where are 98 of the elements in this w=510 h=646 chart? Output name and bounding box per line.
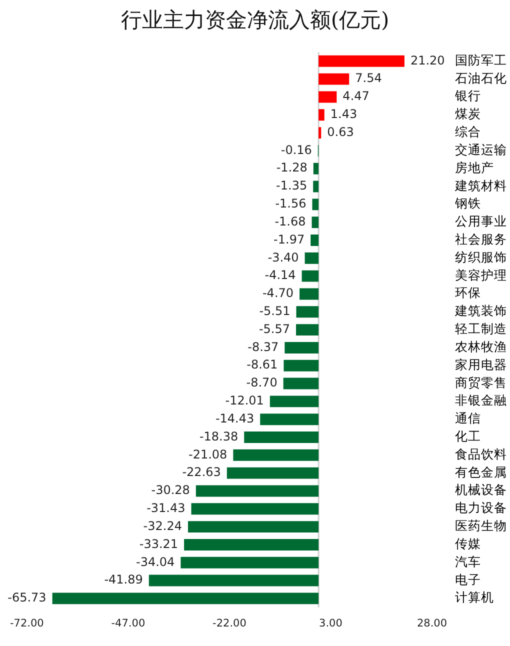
data-label: -30.28 [151,483,190,498]
bar [318,91,337,103]
data-label: -1.97 [274,232,305,246]
data-label: -8.61 [246,358,278,372]
bar [296,306,319,318]
x-tick-label: 3.00 [319,617,342,630]
bar [318,73,350,85]
y-tick-label: 交通运输 [455,142,507,157]
data-label: -5.57 [258,322,290,336]
data-label: 21.20 [410,53,445,68]
bar [318,109,324,121]
y-tick-label: 商贸零售 [455,374,507,390]
y-tick-label: 公用事业 [455,214,507,229]
data-label: -65.73 [8,590,46,605]
data-label: -34.04 [136,554,175,569]
bar [148,574,319,586]
y-tick-label: 农林牧渔 [455,338,507,354]
y-tick-label: 纺织服饰 [455,249,507,264]
x-tick-label: -22.00 [212,617,246,630]
y-tick-label: 电力设备 [455,500,507,516]
bar [184,538,319,550]
y-tick-label: 家用电器 [455,356,507,372]
bar [226,467,319,479]
y-tick-label: 轻工制造 [455,321,507,336]
y-tick-label: 综合 [455,124,481,140]
data-label: -4.70 [262,286,294,300]
bar [312,198,319,210]
bar [180,556,319,568]
data-label: -5.51 [259,304,290,318]
data-label: -41.89 [104,572,143,587]
y-tick-label: 石油石化 [455,70,507,86]
y-tick-label: 计算机 [455,590,494,605]
bar [52,592,319,604]
y-tick-label: 美容护理 [455,267,507,282]
y-tick-label: 汽车 [455,554,481,569]
data-label: -12.01 [225,394,264,408]
x-tick-label: -47.00 [111,617,146,630]
bar [270,396,319,408]
bar [313,162,319,174]
bar [244,432,319,443]
y-tick-label: 电子 [455,572,481,587]
bar [300,288,319,300]
data-label: -4.14 [264,268,296,282]
data-label: -31.43 [146,501,186,516]
data-label: -32.24 [143,518,182,533]
chart-title: 行业主力资金净流入额(亿元) [120,8,390,32]
bar [302,270,319,282]
x-tick-label: 28.00 [416,617,448,630]
data-label: 1.43 [330,107,358,122]
x-tick-label: -72.00 [10,617,44,630]
y-tick-label: 食品饮料 [455,446,507,462]
y-tick-label: 环保 [455,285,481,300]
y-tick-label: 化工 [455,428,481,444]
data-label: 0.63 [327,124,354,139]
bar [233,449,319,461]
bar [304,252,319,264]
data-label: -18.38 [199,429,238,444]
y-tick-label: 社会服务 [455,232,507,246]
data-label: 7.54 [355,71,382,86]
y-tick-label: 建筑材料 [454,178,507,193]
y-tick-label: 银行 [454,88,481,104]
data-label: -3.40 [268,250,299,264]
data-label: -8.70 [246,376,278,390]
y-tick-label: 通信 [455,410,481,426]
y-tick-label: 非银金融 [455,392,507,408]
y-tick-label: 国防军工 [455,52,507,68]
bar [318,127,322,139]
bar [196,485,319,497]
bar [284,360,319,372]
data-label: -0.16 [280,142,312,157]
bar [310,234,319,246]
y-tick-label: 医药生物 [455,518,507,534]
data-label: 4.47 [342,89,370,104]
data-label: -22.63 [182,465,221,480]
data-label: -33.21 [139,536,178,551]
bar [284,342,319,354]
bar [313,180,319,192]
data-label: -14.43 [215,411,254,426]
bar [188,521,319,533]
y-tick-label: 房地产 [455,160,494,175]
y-tick-label: 煤炭 [455,106,481,122]
y-tick-label: 有色金属 [455,464,507,480]
data-label: -1.28 [276,160,308,175]
data-label: -1.56 [275,196,306,211]
bar [283,378,319,390]
data-label: -8.37 [248,340,279,354]
y-tick-label: 传媒 [455,536,481,551]
data-label: -21.08 [188,447,228,462]
bar [191,503,319,515]
bar [318,55,404,67]
y-tick-label: 建筑装饰 [454,303,507,318]
data-label: -1.68 [274,214,306,228]
data-label: -1.35 [276,178,308,193]
bar [296,324,319,336]
y-tick-label: 钢铁 [454,196,481,211]
bar [312,216,319,228]
y-tick-label: 机械设备 [455,482,507,498]
bar [260,414,319,426]
